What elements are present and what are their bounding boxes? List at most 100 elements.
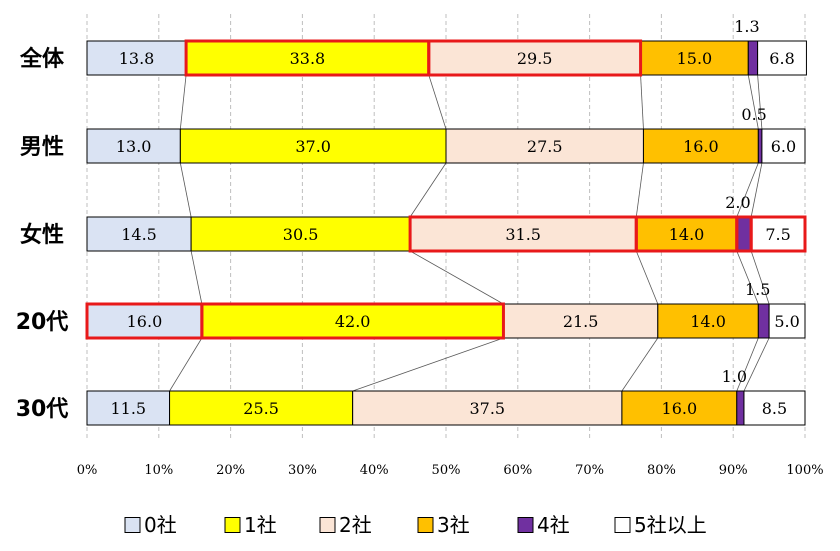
category-label: 女性 <box>20 222 64 248</box>
series-line <box>621 337 659 392</box>
legend-label: 2社 <box>339 513 372 537</box>
bar-segment <box>757 40 807 76</box>
legend-label: 4社 <box>537 513 570 537</box>
legend-label: 3社 <box>437 513 470 537</box>
legend-swatch <box>517 517 534 533</box>
data-label: 11.5 <box>110 399 146 418</box>
bar-segment <box>757 128 763 164</box>
legend: 0社 1社 2社 3社 4社 5社以上 <box>124 513 707 537</box>
data-label: 16.0 <box>683 137 719 156</box>
series-line <box>635 250 659 305</box>
tick-label: 50% <box>432 463 461 478</box>
data-label: 7.5 <box>765 225 790 244</box>
tick-label: 60% <box>503 463 532 478</box>
bar-segment <box>640 40 749 76</box>
bar-segment <box>635 216 738 252</box>
data-label: 1.0 <box>722 367 747 386</box>
tick-label: 100% <box>786 463 823 478</box>
series-line <box>750 250 770 305</box>
series-line <box>750 162 763 218</box>
tick-label: 90% <box>719 463 748 478</box>
legend-swatch <box>124 517 141 533</box>
legend-swatch <box>614 517 631 533</box>
bar-segment <box>86 390 171 426</box>
series-line <box>428 74 447 130</box>
data-label: 16.0 <box>127 312 163 331</box>
tick-label: 80% <box>647 463 676 478</box>
data-label: 15.0 <box>677 49 713 68</box>
tick-label: 40% <box>360 463 389 478</box>
category-label: 男性 <box>20 135 64 160</box>
series-line <box>352 337 504 392</box>
bar-segment <box>428 40 642 76</box>
bar-segment <box>642 128 759 164</box>
data-label: 2.0 <box>725 193 750 212</box>
data-labels: 13.8 33.8 29.5 15.0 1.3 6.8 13.0 37.0 27.5 16.0 0.… <box>110 17 799 418</box>
bar-segment <box>761 128 806 164</box>
legend-swatch <box>224 517 241 533</box>
data-label: 1.3 <box>734 17 759 36</box>
bars <box>86 40 807 426</box>
x-axis-ticks: 0% 10% 20% 30% 40% 50% 60% 70% 80% 90% 100% <box>77 463 824 478</box>
data-label: 21.5 <box>563 312 599 331</box>
data-label: 14.5 <box>121 225 157 244</box>
bar-segment <box>768 303 806 339</box>
data-label: 6.8 <box>769 49 794 68</box>
highlight-box <box>749 215 807 253</box>
series-line <box>635 162 644 218</box>
legend-swatch <box>417 517 434 533</box>
data-label: 14.0 <box>669 225 705 244</box>
legend-label: 5社以上 <box>634 513 707 537</box>
bar-segment <box>201 303 504 339</box>
data-label: 13.0 <box>116 137 152 156</box>
series-line <box>640 74 644 130</box>
series-line <box>190 250 203 305</box>
series-line <box>169 337 203 392</box>
bar-segment <box>736 216 752 252</box>
data-label: 31.5 <box>505 225 541 244</box>
data-label: 27.5 <box>527 137 563 156</box>
legend-label: 1社 <box>244 513 277 537</box>
data-label: 5.0 <box>774 312 799 331</box>
data-label: 13.8 <box>119 49 155 68</box>
series-line <box>736 337 759 392</box>
category-label: 全体 <box>19 46 65 72</box>
bar-segment <box>86 216 192 252</box>
series-line <box>409 162 447 218</box>
series-line <box>747 74 759 130</box>
data-label: 29.5 <box>517 49 553 68</box>
tick-label: 0% <box>77 463 98 478</box>
data-label: 6.0 <box>771 137 796 156</box>
bar-segment <box>86 40 187 76</box>
series-connector-lines <box>169 74 770 392</box>
data-label: 16.0 <box>662 399 698 418</box>
bar-segment <box>409 216 637 252</box>
series-line <box>179 74 187 130</box>
series-line <box>743 337 770 392</box>
tick-label: 10% <box>144 463 173 478</box>
legend-label: 0社 <box>144 513 177 537</box>
bar-segment <box>736 390 745 426</box>
bar-segment <box>190 216 411 252</box>
bar-segment <box>657 303 759 339</box>
bar-segment <box>743 390 806 426</box>
highlight-box <box>200 302 505 340</box>
tick-label: 30% <box>288 463 317 478</box>
data-label: 25.5 <box>243 399 279 418</box>
bar-segment <box>747 40 759 76</box>
data-label: 30.5 <box>283 225 319 244</box>
highlight-box <box>427 39 643 77</box>
bar-segment <box>352 390 623 426</box>
series-line <box>736 162 759 218</box>
series-line <box>179 162 192 218</box>
bar-segment <box>86 128 181 164</box>
series-line <box>409 250 504 305</box>
data-label: 0.5 <box>741 105 766 124</box>
category-label: 20代 <box>16 310 69 335</box>
category-label: 30代 <box>16 397 69 422</box>
data-label: 1.5 <box>745 280 770 299</box>
data-label: 33.8 <box>290 49 326 68</box>
data-label: 37.5 <box>469 399 505 418</box>
bar-segment <box>445 128 644 164</box>
